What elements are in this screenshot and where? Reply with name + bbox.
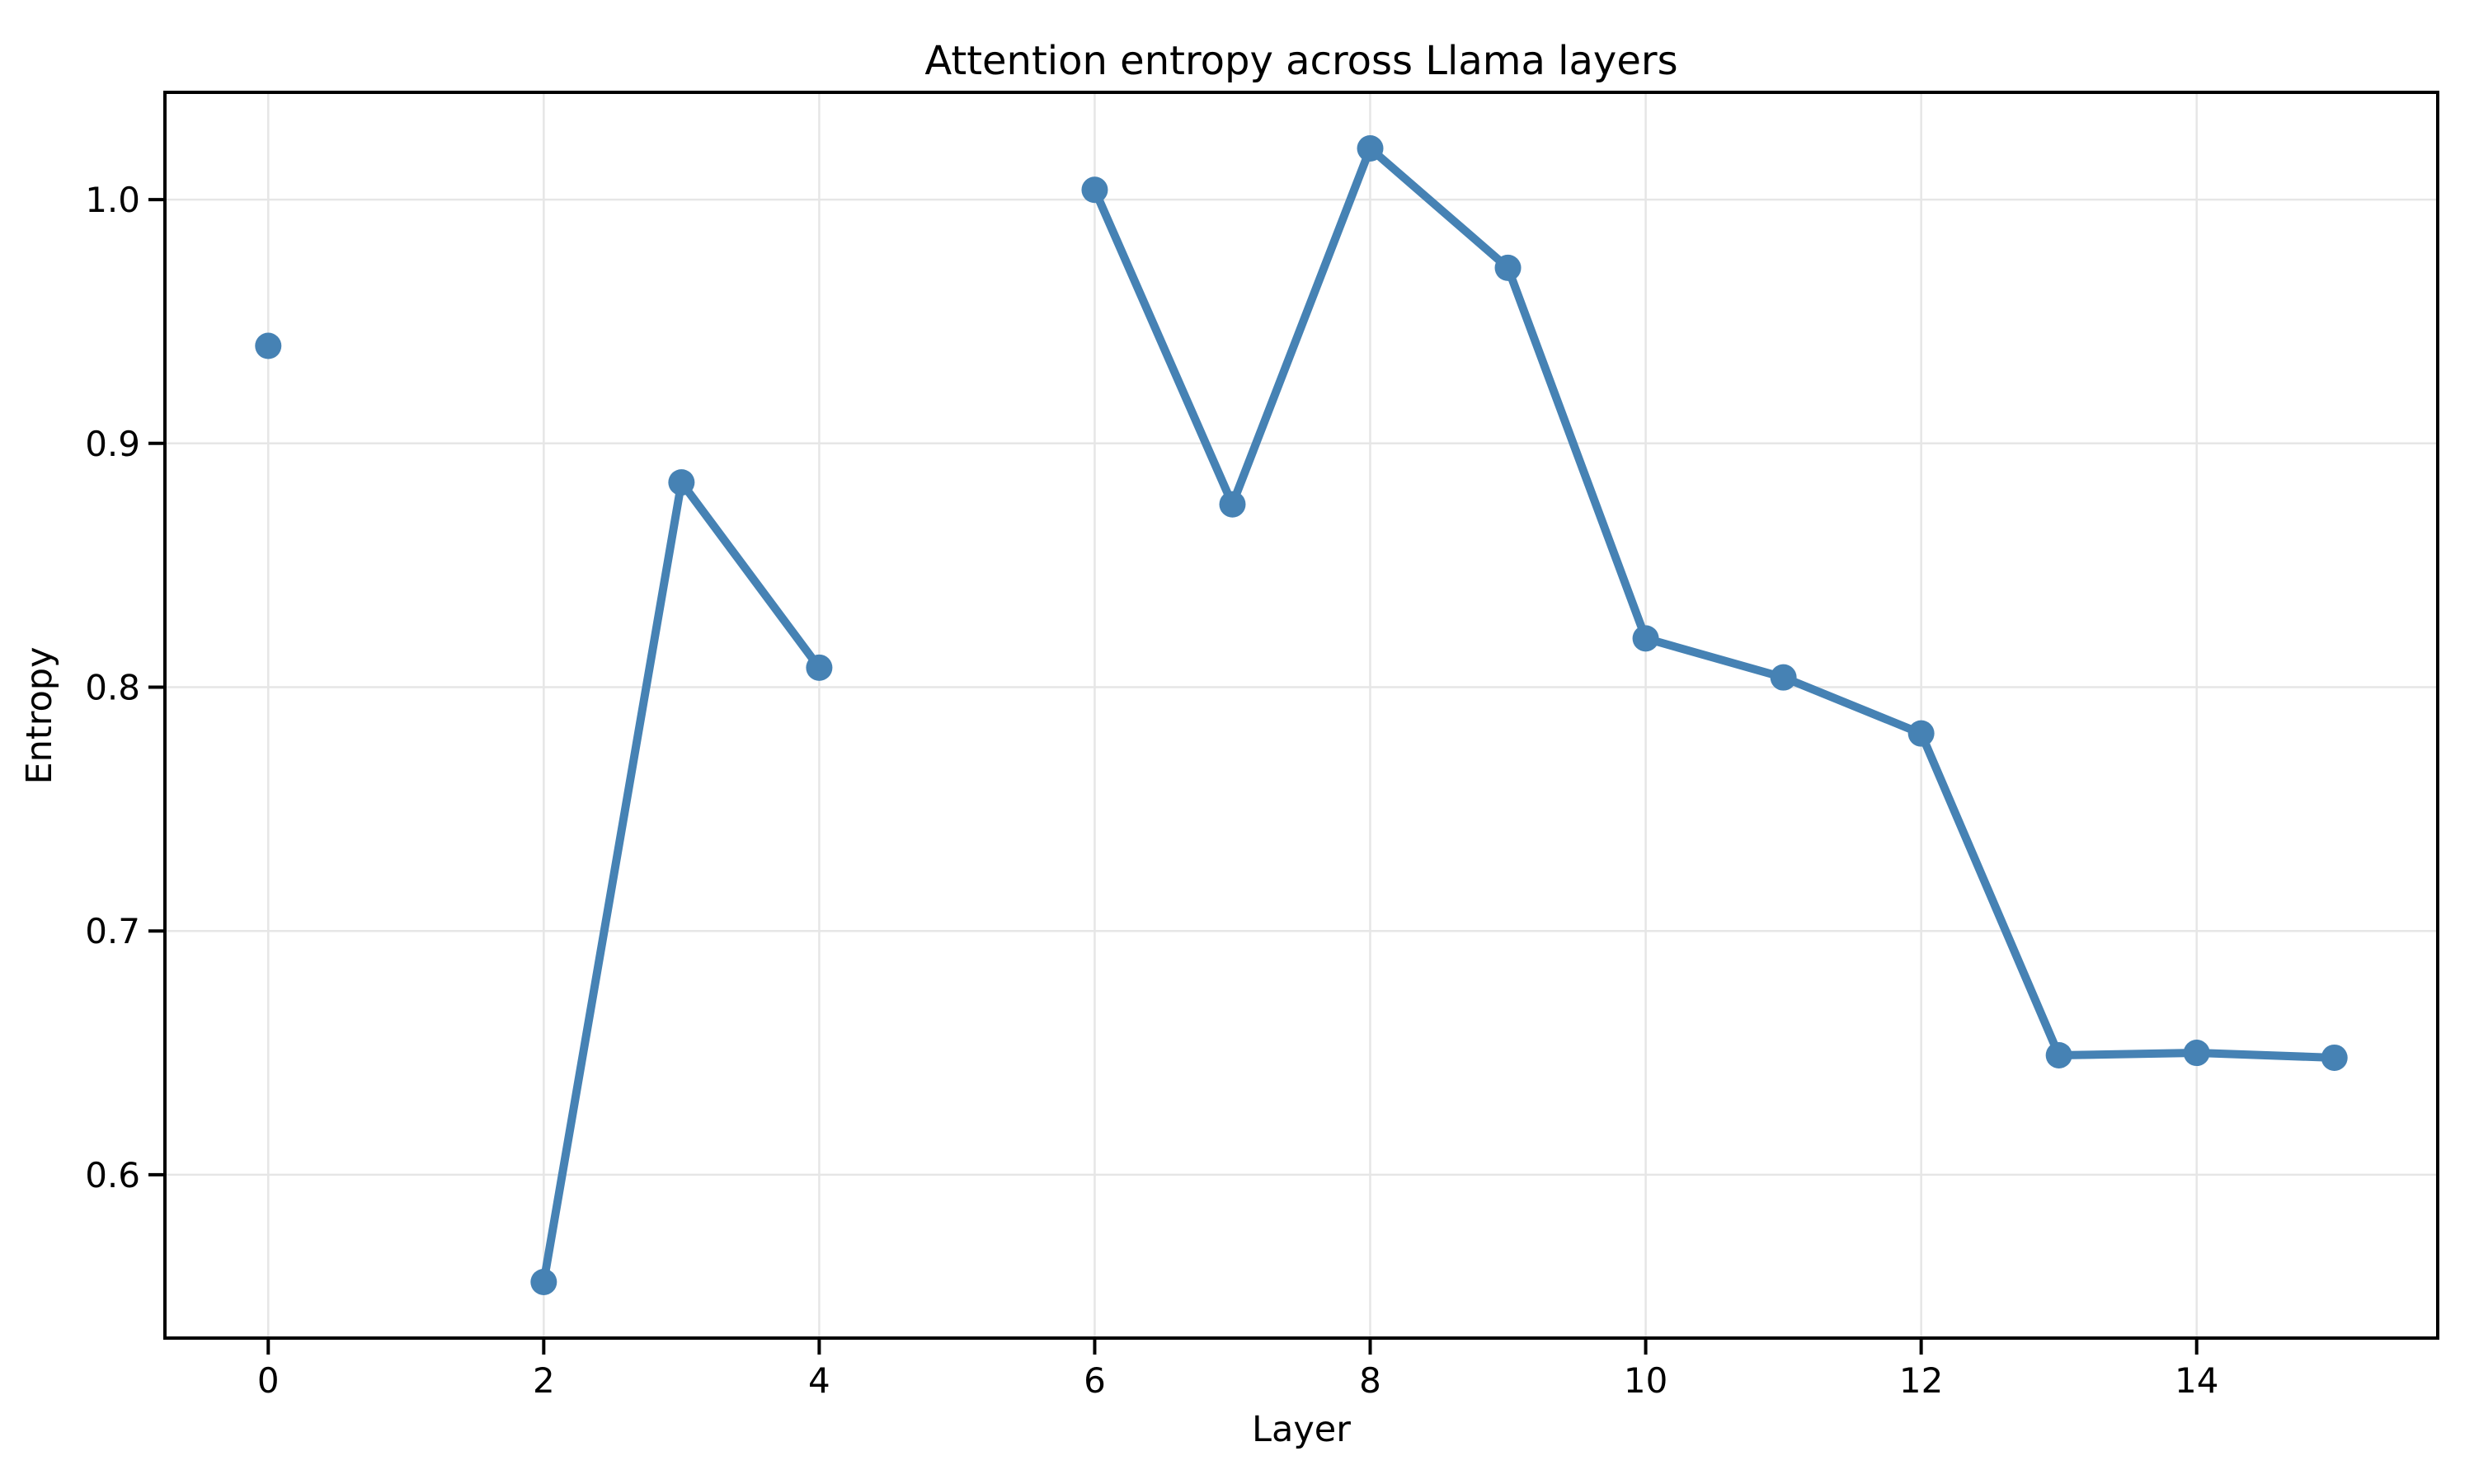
x-tick-label: 12 [1899, 1360, 1943, 1401]
data-point [255, 332, 282, 359]
data-point [1494, 254, 1522, 281]
x-axis-label: Layer [1252, 1409, 1351, 1450]
data-point [2183, 1040, 2210, 1067]
data-point [668, 469, 695, 496]
data-point [1907, 720, 1935, 747]
data-point [806, 654, 833, 681]
data-point [1081, 176, 1108, 204]
y-axis-label: Entropy [19, 646, 60, 784]
series-line [539, 478, 824, 1286]
y-tick-label: 0.7 [85, 911, 140, 951]
y-tick-label: 1.0 [85, 180, 140, 220]
x-tick-label: 0 [257, 1360, 280, 1401]
tick-layer: 0 2 4 6 8 10 12 14 0.6 0.7 0.8 0.9 1.0 [85, 180, 2218, 1401]
data-point [530, 1268, 557, 1295]
y-tick-label: 0.6 [85, 1155, 140, 1195]
data-point [1357, 135, 1384, 162]
y-tick-label: 0.8 [85, 667, 140, 707]
x-tick-label: 10 [1624, 1360, 1667, 1401]
series-line [1090, 144, 2339, 1062]
data-point [1632, 625, 1659, 652]
x-tick-label: 4 [808, 1360, 830, 1401]
data-point [1219, 491, 1246, 518]
data-point [1770, 664, 1797, 691]
data-point [2321, 1044, 2348, 1071]
grid-layer [165, 92, 2438, 1338]
x-tick-label: 2 [533, 1360, 555, 1401]
plot-border [163, 91, 2439, 1340]
chart-title: Attention entropy across Llama layers [924, 38, 1677, 84]
series-layer [255, 135, 2348, 1295]
x-tick-label: 14 [2175, 1360, 2218, 1401]
x-tick-label: 6 [1084, 1360, 1106, 1401]
x-tick-label: 8 [1359, 1360, 1381, 1401]
y-tick-label: 0.9 [85, 424, 140, 464]
data-point [2045, 1041, 2072, 1068]
